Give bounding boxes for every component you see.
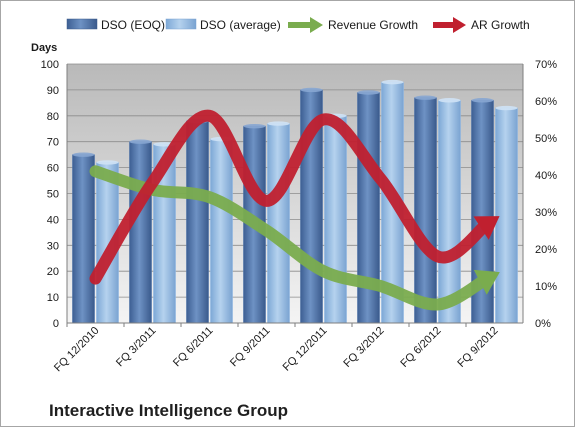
x-tick-label: FQ 6/2011 (171, 325, 216, 370)
x-tick-labels: FQ 12/2010 FQ 3/2011 FQ 6/2011 FQ 9/2011 FQ … (52, 323, 501, 374)
legend-label-revenue-growth: Revenue Growth (328, 18, 418, 32)
line-ar-growth (89, 109, 493, 285)
chart-title: Interactive Intelligence Group (49, 401, 288, 420)
y2-tick-label: 30% (535, 207, 557, 219)
bar-dso-average (324, 115, 347, 324)
legend-swatch-dso-eoq (66, 18, 98, 30)
y2-tick-label: 60% (535, 96, 557, 108)
y-tick-label: 70 (47, 137, 59, 149)
y2-tick-label: 0% (535, 318, 551, 330)
y-axis-label: Days (31, 42, 57, 54)
legend-label-ar-growth: AR Growth (471, 18, 530, 32)
bar-dso-eoq-cap (471, 98, 494, 103)
legend-arrowhead-revenue-growth (310, 17, 323, 33)
arrowhead-revenue-growth (473, 269, 500, 295)
bar-dso-eoq-cap (72, 152, 95, 157)
y-tick-label: 0 (53, 318, 59, 330)
bar-dso-average (438, 99, 461, 324)
x-tick-label: FQ 12/2010 (52, 325, 102, 375)
bar-dso-eoq (129, 141, 152, 324)
y-tick-label: 30 (47, 240, 59, 252)
bar-dso-average-cap (438, 98, 461, 103)
bar-dso-eoq-cap (243, 123, 266, 129)
bar-dso-average (495, 107, 518, 324)
bar-dso-average (210, 138, 233, 324)
arrowhead-ar-growth (473, 216, 500, 240)
y-tick-label: 90 (47, 85, 59, 97)
legend-label-dso-average: DSO (average) (200, 18, 281, 32)
y2-tick-label: 50% (535, 133, 557, 145)
y-tick-label: 100 (41, 59, 59, 71)
bar-dso-eoq-cap (300, 87, 323, 93)
legend-item-ar-growth: AR Growth (433, 17, 530, 33)
legend-label-dso-eoq: DSO (EOQ) (101, 18, 165, 32)
y-tick-label: 10 (47, 292, 59, 304)
x-tick-label: FQ 3/2011 (114, 325, 159, 370)
y2-tick-label: 70% (535, 59, 557, 71)
x-tick-label: FQ 12/2011 (281, 325, 330, 374)
bar-dso-eoq (72, 154, 95, 324)
bar-dso-average-cap (381, 79, 404, 85)
bar-dso-eoq (414, 97, 437, 324)
x-tick-label: FQ 6/2012 (398, 325, 443, 370)
legend-item-dso-average: DSO (average) (165, 18, 281, 32)
bar-dso-average-cap (96, 160, 119, 165)
bar-dso-eoq-cap (129, 139, 152, 144)
bar-dso-eoq-cap (414, 95, 437, 100)
x-tick-label: FQ 9/2011 (228, 325, 273, 370)
legend-item-revenue-growth: Revenue Growth (288, 17, 418, 33)
legend: DSO (EOQ) DSO (average) Revenue Growth A… (66, 17, 530, 33)
line-revenue-growth (89, 165, 492, 311)
growth-lines-layer (89, 109, 500, 311)
y2-tick-labels: 0% 10% 20% 30% 40% 50% 60% 70% (535, 59, 557, 330)
legend-item-dso-eoq: DSO (EOQ) (66, 18, 165, 32)
bar-dso-eoq-cap (357, 90, 380, 95)
bar-dso-average-cap (495, 105, 518, 111)
y2-tick-label: 10% (535, 281, 557, 293)
y2-tick-label: 40% (535, 170, 557, 182)
y-tick-labels: 0 10 20 30 40 50 60 70 80 90 100 (41, 59, 59, 330)
y-tick-label: 50 (47, 189, 59, 201)
bar-dso-eoq (186, 120, 209, 324)
y-tick-label: 60 (47, 163, 59, 175)
legend-arrowhead-ar-growth (453, 17, 466, 33)
y-tick-label: 40 (47, 214, 59, 226)
y-tick-label: 80 (47, 111, 59, 123)
y-tick-label: 20 (47, 266, 59, 278)
bar-dso-average (267, 123, 290, 324)
x-tick-label: FQ 9/2012 (455, 325, 500, 370)
legend-swatch-dso-average (165, 18, 197, 30)
bar-dso-average-cap (267, 121, 290, 126)
x-tick-label: FQ 3/2012 (341, 325, 386, 370)
y2-tick-label: 20% (535, 244, 557, 256)
